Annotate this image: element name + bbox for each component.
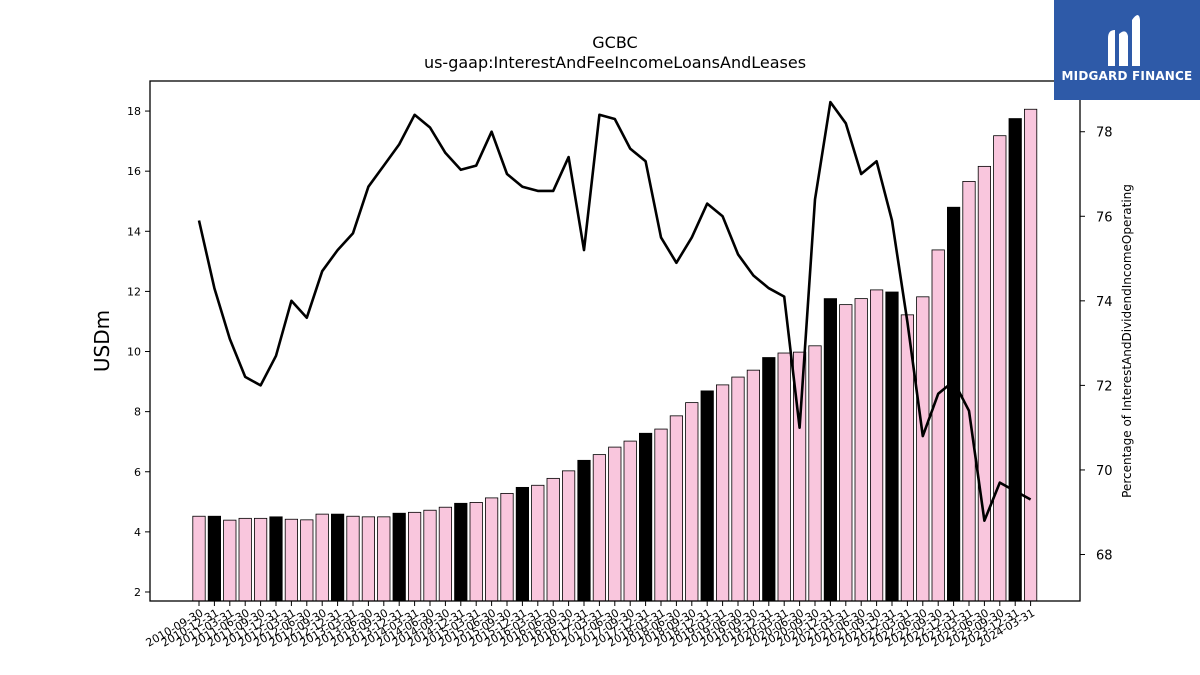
series-line bbox=[197, 100, 1032, 523]
bar bbox=[377, 516, 391, 602]
bar bbox=[500, 492, 514, 602]
bar bbox=[962, 180, 976, 602]
bar bbox=[438, 506, 453, 602]
y2-tick-label: 70 bbox=[1096, 464, 1113, 479]
chart-title: GCBC bbox=[592, 33, 637, 52]
bar bbox=[546, 477, 560, 602]
right-axis: 68 70 72 74 76 78 bbox=[1080, 126, 1113, 563]
bar bbox=[808, 345, 822, 602]
bar bbox=[315, 513, 329, 602]
bar bbox=[885, 291, 899, 602]
y-tick-label: 18 bbox=[127, 105, 141, 118]
bar bbox=[1024, 108, 1038, 602]
bars-group bbox=[192, 108, 1038, 602]
y-tick-label: 2 bbox=[134, 586, 141, 599]
bar bbox=[623, 440, 637, 602]
bar bbox=[746, 369, 761, 602]
y-tick-label: 6 bbox=[134, 466, 141, 479]
left-axis-title: USDm bbox=[90, 310, 114, 372]
bar bbox=[947, 206, 961, 602]
bar bbox=[716, 384, 730, 602]
bar bbox=[639, 432, 653, 602]
bar bbox=[1008, 118, 1022, 602]
y2-tick-label: 74 bbox=[1096, 295, 1113, 310]
bar bbox=[870, 289, 884, 602]
bar bbox=[577, 459, 591, 602]
brand-name: MIDGARD FINANCE bbox=[1061, 69, 1193, 83]
bar bbox=[839, 304, 853, 602]
bar bbox=[531, 484, 545, 602]
y2-tick-label: 76 bbox=[1096, 210, 1113, 225]
bar bbox=[238, 517, 252, 602]
bar bbox=[284, 518, 299, 602]
bar bbox=[423, 509, 437, 602]
bar bbox=[762, 357, 776, 602]
bar bbox=[592, 454, 607, 602]
bar bbox=[916, 296, 930, 602]
bar bbox=[330, 513, 345, 602]
right-axis-title: Percentage of InterestAndDividendIncomeO… bbox=[1120, 184, 1134, 498]
y-tick-label: 12 bbox=[127, 285, 141, 298]
y2-tick-label: 68 bbox=[1096, 548, 1113, 563]
bar bbox=[484, 497, 499, 602]
bar bbox=[993, 135, 1007, 602]
bar bbox=[654, 428, 668, 602]
y-tick-label: 4 bbox=[134, 526, 141, 539]
bar bbox=[469, 502, 483, 602]
y2-tick-label: 78 bbox=[1096, 126, 1113, 141]
bar bbox=[192, 515, 206, 602]
bar bbox=[562, 470, 576, 602]
brand-mark-icon bbox=[1108, 15, 1140, 66]
y-tick-label: 16 bbox=[127, 165, 141, 178]
line-group bbox=[197, 100, 1032, 523]
bar bbox=[731, 376, 745, 602]
y2-tick-label: 72 bbox=[1096, 379, 1113, 394]
bar bbox=[823, 298, 838, 602]
bar bbox=[515, 486, 530, 602]
bar bbox=[300, 519, 314, 602]
bar bbox=[931, 249, 945, 602]
brand-logo: MIDGARD FINANCE bbox=[1054, 0, 1200, 100]
bar bbox=[777, 352, 791, 602]
bar bbox=[700, 390, 714, 602]
bar bbox=[685, 402, 699, 602]
bar bbox=[608, 446, 622, 602]
x-axis: 2010-09-302010-12-312011-03-312011-06-30… bbox=[144, 601, 1037, 650]
bar bbox=[392, 512, 406, 602]
bar bbox=[346, 515, 360, 602]
left-axis: 2 4 6 8 10 12 14 16 18 bbox=[127, 105, 150, 599]
bar bbox=[977, 165, 992, 602]
y-tick-label: 8 bbox=[134, 406, 141, 419]
bar bbox=[454, 502, 468, 602]
bar bbox=[253, 517, 268, 602]
y-tick-label: 10 bbox=[127, 346, 141, 359]
bar bbox=[854, 298, 868, 602]
bar bbox=[269, 516, 283, 602]
bar bbox=[407, 511, 422, 602]
bar bbox=[361, 516, 376, 602]
bar bbox=[207, 515, 221, 602]
chart-subtitle: us-gaap:InterestAndFeeIncomeLoansAndLeas… bbox=[424, 53, 806, 72]
bar bbox=[669, 415, 684, 602]
bar bbox=[223, 519, 237, 602]
y-tick-label: 14 bbox=[127, 225, 141, 238]
